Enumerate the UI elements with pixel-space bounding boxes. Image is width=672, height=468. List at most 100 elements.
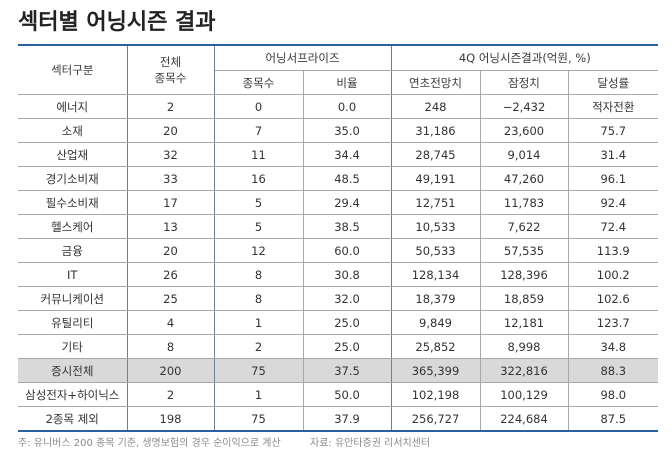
cell-surprise-count: 1 — [214, 382, 303, 407]
table-row: 금융 20 12 60.0 50,533 57,535 113.9 — [18, 238, 658, 263]
cell-forecast: 365,399 — [391, 358, 480, 383]
cell-achievement: 88.3 — [567, 358, 658, 383]
source-note: 자료: 유안타증권 리서치센터 — [310, 438, 431, 449]
cell-forecast: 31,186 — [391, 118, 480, 143]
table-row: 헬스케어 13 5 38.5 10,533 7,622 72.4 — [18, 214, 658, 239]
header-surprise-ratio: 비율 — [302, 70, 392, 95]
cell-surprise-count: 75 — [214, 358, 303, 383]
cell-forecast: 28,745 — [391, 142, 480, 167]
cell-preliminary: 322,816 — [479, 358, 568, 383]
cell-sector: IT — [18, 262, 128, 287]
table-row: 필수소비재 17 5 29.4 12,751 11,783 92.4 — [18, 190, 658, 215]
page-title: 섹터별 어닝시즌 결과 — [18, 10, 216, 35]
cell-ratio: 38.5 — [302, 214, 392, 239]
cell-total: 2 — [127, 94, 215, 119]
cell-sector: 산업재 — [18, 142, 128, 167]
cell-achievement: 34.8 — [567, 334, 658, 359]
sector-earnings-table: 섹터구분 전체 종목수 어닝서프라이즈 4Q 어닝시즌결과(억원, %) 종목수… — [18, 44, 658, 432]
cell-total: 20 — [127, 118, 215, 143]
cell-surprise-count: 1 — [214, 310, 303, 335]
cell-sector: 2종목 제외 — [18, 406, 128, 432]
cell-sector: 소재 — [18, 118, 128, 143]
cell-preliminary: 23,600 — [479, 118, 568, 143]
cell-achievement: 100.2 — [567, 262, 658, 287]
cell-total: 13 — [127, 214, 215, 239]
header-total-line1: 전체 — [159, 55, 182, 69]
cell-ratio: 25.0 — [302, 310, 392, 335]
cell-total: 198 — [127, 406, 215, 432]
cell-achievement: 적자전환 — [567, 94, 658, 119]
cell-total: 20 — [127, 238, 215, 263]
cell-ratio: 34.4 — [302, 142, 392, 167]
table-row: 증시전체 200 75 37.5 365,399 322,816 88.3 — [18, 358, 658, 383]
cell-achievement: 75.7 — [567, 118, 658, 143]
cell-sector: 헬스케어 — [18, 214, 128, 239]
header-achievement: 달성률 — [567, 70, 658, 95]
table-row: 기타 8 2 25.0 25,852 8,998 34.8 — [18, 334, 658, 359]
cell-surprise-count: 12 — [214, 238, 303, 263]
table-row: 산업재 32 11 34.4 28,745 9,014 31.4 — [18, 142, 658, 167]
cell-forecast: 25,852 — [391, 334, 480, 359]
cell-surprise-count: 5 — [214, 214, 303, 239]
cell-forecast: 256,727 — [391, 406, 480, 432]
cell-forecast: 10,533 — [391, 214, 480, 239]
cell-preliminary: 7,622 — [479, 214, 568, 239]
cell-ratio: 60.0 — [302, 238, 392, 263]
cell-preliminary: 100,129 — [479, 382, 568, 407]
table-body: 에너지 2 0 0.0 248 −2,432 적자전환 소재 20 7 35.0 31,186 23,6… — [18, 94, 658, 432]
header-surprise-group: 어닝서프라이즈 — [214, 44, 392, 71]
cell-ratio: 25.0 — [302, 334, 392, 359]
cell-total: 17 — [127, 190, 215, 215]
table-row: IT 26 8 30.8 128,134 128,396 100.2 — [18, 262, 658, 287]
cell-achievement: 98.0 — [567, 382, 658, 407]
cell-ratio: 37.5 — [302, 358, 392, 383]
cell-forecast: 49,191 — [391, 166, 480, 191]
header-surprise-count: 종목수 — [214, 70, 303, 95]
cell-achievement: 72.4 — [567, 214, 658, 239]
cell-preliminary: 11,783 — [479, 190, 568, 215]
cell-surprise-count: 8 — [214, 286, 303, 311]
cell-total: 8 — [127, 334, 215, 359]
cell-ratio: 48.5 — [302, 166, 392, 191]
cell-ratio: 35.0 — [302, 118, 392, 143]
cell-total: 33 — [127, 166, 215, 191]
cell-forecast: 128,134 — [391, 262, 480, 287]
cell-total: 4 — [127, 310, 215, 335]
cell-achievement: 123.7 — [567, 310, 658, 335]
cell-preliminary: −2,432 — [479, 94, 568, 119]
cell-sector: 증시전체 — [18, 358, 128, 383]
header-total-count: 전체 종목수 — [127, 44, 215, 95]
cell-achievement: 102.6 — [567, 286, 658, 311]
cell-achievement: 87.5 — [567, 406, 658, 432]
cell-surprise-count: 7 — [214, 118, 303, 143]
header-forecast: 연초전망치 — [391, 70, 480, 95]
cell-sector: 유틸리티 — [18, 310, 128, 335]
table-row: 유틸리티 4 1 25.0 9,849 12,181 123.7 — [18, 310, 658, 335]
cell-preliminary: 9,014 — [479, 142, 568, 167]
footnote: 주: 유니버스 200 종목 기준, 생명보험의 경우 순이익으로 계산 — [18, 438, 281, 449]
cell-total: 2 — [127, 382, 215, 407]
cell-sector: 기타 — [18, 334, 128, 359]
header-total-line2: 종목수 — [154, 71, 187, 85]
cell-surprise-count: 75 — [214, 406, 303, 432]
cell-surprise-count: 0 — [214, 94, 303, 119]
header-sector: 섹터구분 — [18, 44, 128, 95]
header-result-group: 4Q 어닝시즌결과(억원, %) — [391, 44, 658, 71]
cell-forecast: 248 — [391, 94, 480, 119]
cell-achievement: 92.4 — [567, 190, 658, 215]
cell-achievement: 96.1 — [567, 166, 658, 191]
cell-preliminary: 8,998 — [479, 334, 568, 359]
cell-preliminary: 224,684 — [479, 406, 568, 432]
cell-preliminary: 18,859 — [479, 286, 568, 311]
cell-ratio: 50.0 — [302, 382, 392, 407]
header-preliminary: 잠정치 — [479, 70, 568, 95]
table-row: 커뮤니케이션 25 8 32.0 18,379 18,859 102.6 — [18, 286, 658, 311]
cell-achievement: 113.9 — [567, 238, 658, 263]
cell-ratio: 29.4 — [302, 190, 392, 215]
table-row: 경기소비재 33 16 48.5 49,191 47,260 96.1 — [18, 166, 658, 191]
cell-ratio: 0.0 — [302, 94, 392, 119]
cell-total: 200 — [127, 358, 215, 383]
cell-surprise-count: 2 — [214, 334, 303, 359]
cell-ratio: 32.0 — [302, 286, 392, 311]
table-row: 2종목 제외 198 75 37.9 256,727 224,684 87.5 — [18, 406, 658, 432]
